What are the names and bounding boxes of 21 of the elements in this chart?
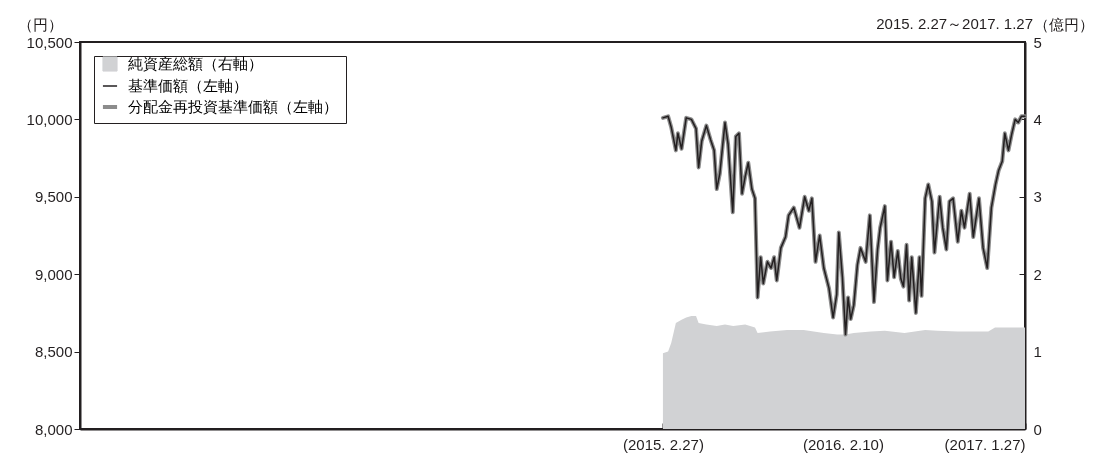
y2-tick-label: 4	[1033, 110, 1042, 128]
x-tick-label: (2015. 2.27)	[622, 435, 704, 453]
legend-label: 基準価額（左軸）	[128, 77, 248, 94]
y2-tick-label: 0	[1033, 420, 1042, 438]
y-tick-label: 8,000	[34, 420, 73, 438]
y2-axis-title: （億円）	[1033, 15, 1094, 33]
y-tick-label: 9,500	[34, 188, 73, 206]
text: 2015. 2.27～2017. 1.27	[876, 15, 1033, 32]
y2-tick-label: 1	[1033, 343, 1042, 361]
legend-label: 分配金再投資基準価額（左軸）	[128, 98, 338, 115]
x-tick-label: (2016. 2.10)	[802, 435, 884, 453]
y-tick-label: 9,000	[34, 265, 73, 283]
y-tick-label: 10,000	[26, 110, 73, 128]
y2-tick-label: 5	[1033, 33, 1042, 51]
y-axis-title: （円）	[18, 15, 63, 33]
y-tick-label: 10,500	[26, 33, 73, 51]
x-tick-label: (2017. 1.27)	[944, 435, 1026, 453]
legend-label: 純資産総額（右軸）	[128, 55, 263, 72]
y2-tick-label: 3	[1033, 188, 1042, 206]
y2-tick-label: 2	[1033, 265, 1042, 283]
y-tick-label: 8,500	[34, 343, 73, 361]
